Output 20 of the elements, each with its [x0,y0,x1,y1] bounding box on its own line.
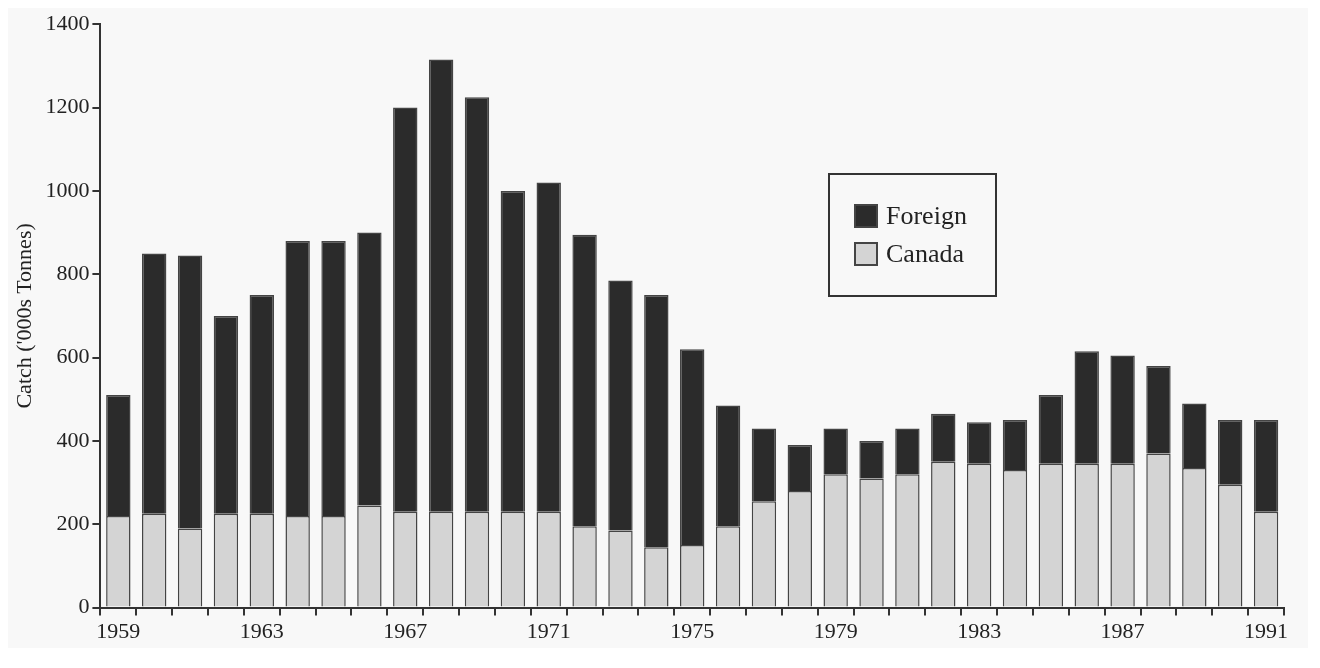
y-tick-label: 800 [56,260,90,286]
y-tick-label: 1200 [45,93,90,119]
x-tick-label: 1967 [383,617,428,643]
x-tick-label: 1975 [670,617,715,643]
y-tick-label: 400 [56,426,90,452]
x-tick-label: 1979 [813,617,858,643]
y-tick-label: 0 [78,593,90,619]
x-tick-label: 1971 [526,617,571,643]
legend-label: Foreign [886,201,967,231]
x-tick-label: 1959 [96,617,141,643]
y-tick-label: 600 [56,343,90,369]
x-tick-label: 1983 [957,617,1002,643]
x-tick-label: 1987 [1100,617,1145,643]
y-tick-label: 200 [56,510,90,536]
y-tick-label: 1000 [45,176,90,202]
y-tick-label: 1400 [45,9,90,35]
x-tick-label: 1963 [239,617,284,643]
y-axis-title: Catch ('000s Tonnes) [10,223,36,409]
legend-label: Canada [886,239,964,269]
x-tick-label: 1991 [1244,617,1289,643]
